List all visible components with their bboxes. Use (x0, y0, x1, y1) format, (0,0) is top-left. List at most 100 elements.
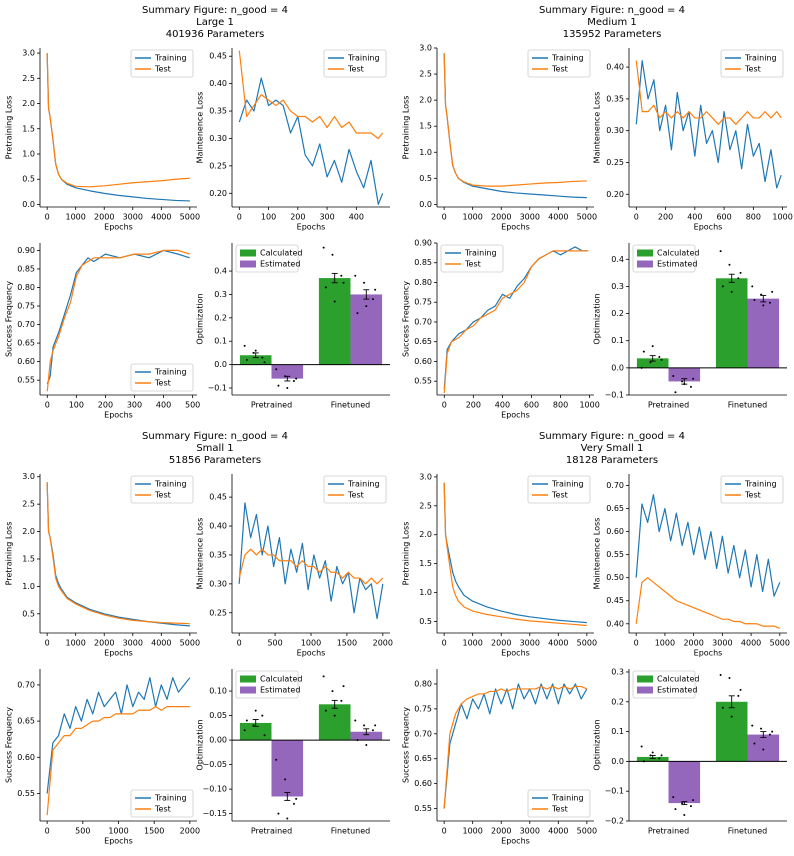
legend-label: Training (154, 368, 187, 377)
y-tick-label: 1.0 (419, 588, 432, 597)
y-tick-label: 0.70 (606, 481, 624, 490)
y-tick-label: 0.75 (414, 298, 432, 307)
x-tick-label: 500 (185, 401, 200, 410)
data-point (681, 802, 684, 805)
y-tick-label: 2.5 (22, 74, 35, 83)
legend-label: Test (464, 260, 481, 269)
y-tick-label: 0.0 (214, 360, 227, 369)
line-series (635, 60, 782, 125)
legend-label: Calculated (260, 675, 302, 684)
y-tick-label: 0.1 (611, 727, 624, 736)
data-point (261, 356, 264, 359)
x-tick-label: 4000 (151, 213, 171, 222)
data-point (245, 358, 248, 361)
data-point (728, 263, 731, 266)
line-series (46, 677, 191, 794)
line-series (443, 482, 587, 624)
legend-box (527, 475, 591, 504)
line-series (238, 502, 384, 620)
y-tick-label: 0.35 (209, 107, 227, 116)
y-tick-label: −0.15 (202, 809, 227, 818)
y-tick-label: 0.25 (209, 161, 227, 170)
legend-label: Test (154, 491, 171, 500)
data-point (660, 358, 663, 361)
y-axis-label: Maintenence Loss (593, 518, 602, 590)
y-tick-label: −0.10 (202, 785, 227, 794)
y-tick-label: 0.45 (606, 596, 624, 605)
legend-label: Test (551, 491, 568, 500)
data-point (642, 350, 645, 353)
x-axis-label: Epochs (694, 649, 723, 658)
bar (239, 355, 272, 365)
x-axis-label: Epochs (104, 649, 133, 658)
x-tick-label: 0 (634, 213, 639, 222)
y-tick-label: 0.1 (611, 336, 624, 345)
data-point (753, 299, 756, 301)
y-tick-label: 0.75 (17, 302, 35, 311)
x-axis-label: Epochs (104, 223, 133, 232)
x-axis-label: Epochs (104, 837, 133, 846)
figure-title: Large 1 (196, 17, 234, 28)
data-point (371, 729, 374, 732)
legend-box (527, 789, 591, 818)
data-point (322, 675, 325, 678)
line-series (46, 482, 190, 625)
y-tick-label: 0.60 (606, 527, 624, 536)
y-tick-label: 0.40 (606, 63, 624, 72)
data-point (286, 386, 289, 389)
legend-box (323, 49, 387, 78)
y-axis-label: Success Frequency (5, 707, 14, 783)
figure-title: Very Small 1 (581, 443, 644, 454)
y-tick-label: 0.0 (611, 363, 624, 372)
y-tick-label: 0.40 (606, 619, 624, 628)
x-axis-label: Epochs (501, 837, 530, 846)
x-tick-label: 1000 (772, 213, 792, 222)
data-point (739, 688, 742, 691)
legend-label: Test (154, 805, 171, 814)
legend-label: Training (551, 480, 584, 489)
y-tick-label: 0.65 (17, 717, 35, 726)
legend-label: Training (154, 480, 187, 489)
data-point (324, 709, 327, 712)
legend-label: Estimated (657, 260, 697, 269)
y-tick-label: 0.40 (209, 522, 227, 531)
x-tick-label: 1000 (301, 639, 321, 648)
data-point (284, 375, 287, 378)
x-tick-label: Pretrained (648, 827, 689, 836)
y-axis-label: Pretraining Loss (402, 522, 411, 586)
x-tick-label: 0 (442, 639, 447, 648)
data-point (658, 757, 661, 760)
data-point (354, 719, 357, 722)
line-series (46, 706, 190, 816)
x-tick-label: 1000 (579, 401, 599, 410)
legend-swatch (637, 260, 653, 268)
x-tick-label: 0 (45, 639, 50, 648)
y-tick-label: 0.65 (414, 754, 432, 763)
y-tick-label: 0.30 (606, 126, 624, 135)
data-point (295, 377, 298, 380)
data-point (261, 714, 264, 717)
y-tick-label: 0.10 (209, 687, 227, 696)
x-tick-label: 500 (75, 827, 90, 836)
y-tick-label: 0.50 (606, 573, 624, 582)
x-axis-label: Epochs (501, 411, 530, 420)
data-point (674, 391, 677, 394)
y-tick-label: 0.0 (419, 200, 432, 209)
legend-label: Calculated (260, 249, 302, 258)
x-tick-label: 4000 (548, 639, 568, 648)
data-point (751, 724, 754, 727)
x-tick-label: Pretrained (648, 401, 689, 410)
y-tick-label: 0.2 (214, 313, 227, 322)
y-axis-label: Pretraining Loss (5, 522, 14, 586)
bar (668, 761, 701, 804)
y-tick-label: 3.0 (22, 49, 35, 58)
line-series (635, 577, 781, 629)
y-tick-label: −0.1 (605, 391, 624, 400)
y-tick-label: 0.0 (611, 757, 624, 766)
x-tick-label: 2000 (373, 639, 393, 648)
data-point (692, 799, 695, 802)
data-point (739, 271, 742, 274)
legend-box (527, 49, 591, 78)
data-point (672, 375, 675, 377)
line-series (443, 685, 588, 809)
